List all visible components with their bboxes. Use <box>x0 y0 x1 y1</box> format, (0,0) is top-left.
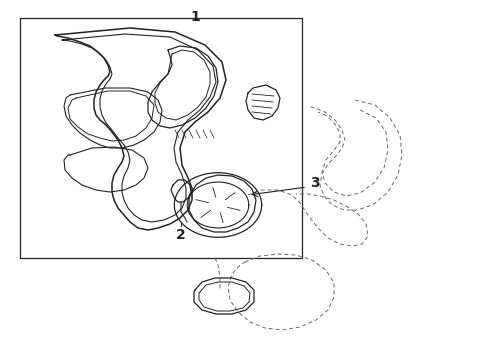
Text: 1: 1 <box>190 10 200 24</box>
Text: 2: 2 <box>176 228 186 242</box>
Text: 3: 3 <box>310 176 319 190</box>
